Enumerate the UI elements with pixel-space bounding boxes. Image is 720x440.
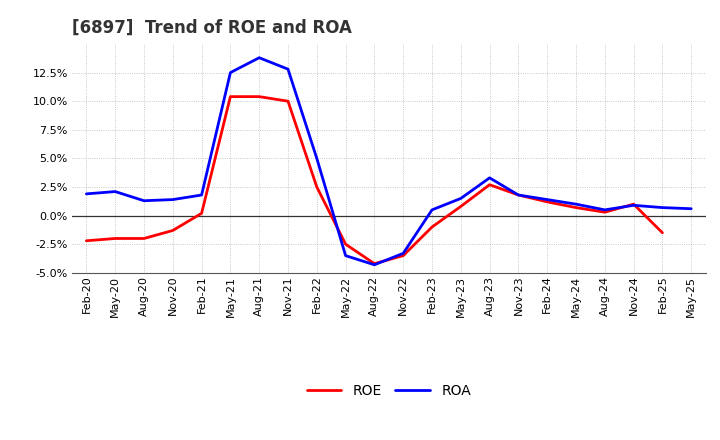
ROE xyxy=(140,236,148,241)
ROE xyxy=(485,182,494,187)
ROA xyxy=(629,203,638,208)
Line: ROE: ROE xyxy=(86,97,662,264)
Legend: ROE, ROA: ROE, ROA xyxy=(301,378,477,403)
ROE xyxy=(572,205,580,210)
ROA xyxy=(140,198,148,203)
ROE xyxy=(341,242,350,247)
ROE xyxy=(284,99,292,104)
ROA xyxy=(168,197,177,202)
ROE xyxy=(226,94,235,99)
ROE xyxy=(543,199,552,205)
ROA xyxy=(341,253,350,258)
ROA xyxy=(399,251,408,256)
ROA xyxy=(82,191,91,197)
ROA xyxy=(514,192,523,198)
ROE xyxy=(197,211,206,216)
ROA xyxy=(197,192,206,198)
ROA xyxy=(658,205,667,210)
ROA xyxy=(572,202,580,207)
ROA xyxy=(600,207,609,213)
ROA xyxy=(312,156,321,161)
ROA xyxy=(226,70,235,75)
ROE xyxy=(428,224,436,230)
ROA xyxy=(687,206,696,211)
ROA xyxy=(456,196,465,201)
ROE xyxy=(312,184,321,190)
ROA xyxy=(255,55,264,60)
ROA xyxy=(543,197,552,202)
ROE xyxy=(255,94,264,99)
ROE xyxy=(168,228,177,233)
ROE xyxy=(399,253,408,258)
Text: [6897]  Trend of ROE and ROA: [6897] Trend of ROE and ROA xyxy=(72,19,352,37)
ROA xyxy=(370,262,379,268)
ROE xyxy=(82,238,91,243)
ROA xyxy=(485,175,494,180)
ROE xyxy=(111,236,120,241)
ROE xyxy=(514,192,523,198)
ROE xyxy=(629,202,638,207)
ROE xyxy=(370,261,379,266)
ROA xyxy=(428,207,436,213)
ROE xyxy=(600,209,609,215)
ROE xyxy=(456,204,465,209)
ROA xyxy=(284,66,292,72)
Line: ROA: ROA xyxy=(86,58,691,265)
ROE xyxy=(658,230,667,235)
ROA xyxy=(111,189,120,194)
